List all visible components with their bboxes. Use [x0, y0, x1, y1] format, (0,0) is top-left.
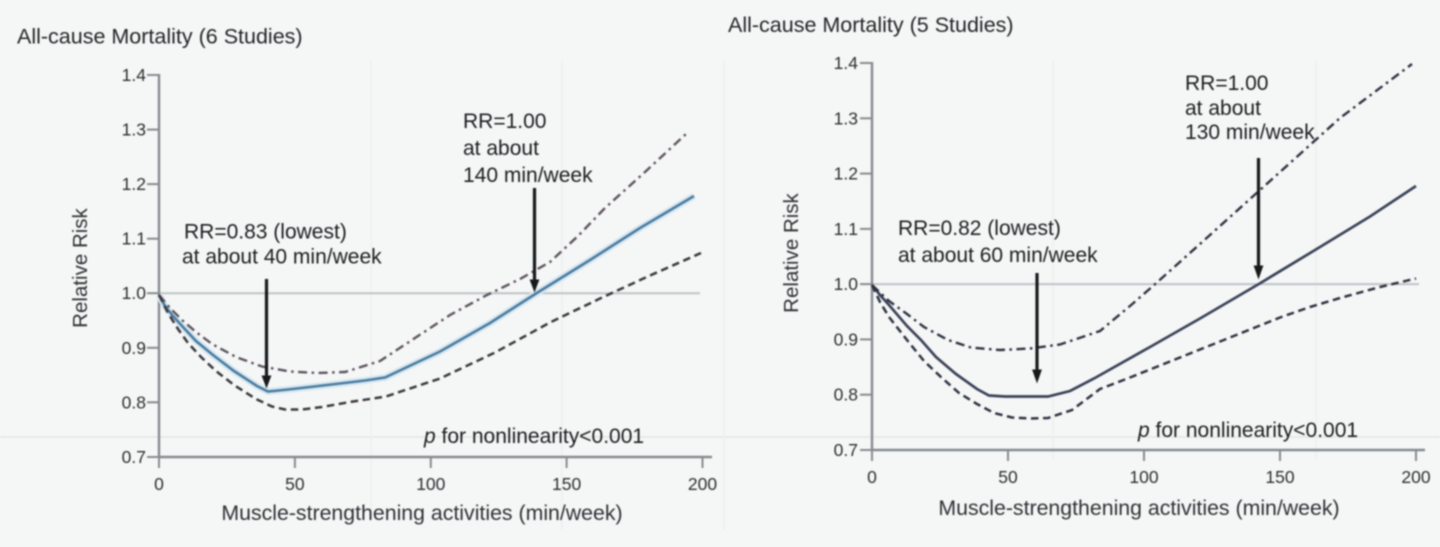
- svg-text:50: 50: [998, 467, 1018, 487]
- svg-text:1.0: 1.0: [834, 274, 859, 294]
- svg-text:Muscle-strengthening activitie: Muscle-strengthening activities (min/wee…: [221, 501, 622, 525]
- svg-text:at about 60 min/week: at about 60 min/week: [898, 244, 1098, 267]
- svg-text:0: 0: [867, 467, 877, 487]
- svg-text:100: 100: [416, 474, 445, 494]
- svg-text:1.3: 1.3: [122, 120, 146, 140]
- svg-text:at about 40 min/week: at about 40 min/week: [182, 246, 382, 269]
- svg-text:All-cause Mortality (5 Studies: All-cause Mortality (5 Studies): [728, 13, 1014, 37]
- svg-text:0.9: 0.9: [122, 338, 146, 358]
- svg-text:0.7: 0.7: [834, 440, 858, 460]
- svg-text:50: 50: [285, 474, 305, 494]
- svg-text:150: 150: [1265, 467, 1294, 487]
- svg-text:RR=0.82 (lowest): RR=0.82 (lowest): [898, 217, 1061, 240]
- svg-text:1.1: 1.1: [122, 229, 146, 249]
- svg-text:1.4: 1.4: [834, 53, 859, 73]
- svg-text:p for nonlinearity<0.001: p for nonlinearity<0.001: [1137, 419, 1358, 442]
- svg-text:0.8: 0.8: [122, 392, 146, 412]
- svg-text:1.2: 1.2: [122, 174, 146, 194]
- svg-text:1.2: 1.2: [834, 164, 858, 184]
- svg-text:1.0: 1.0: [122, 283, 147, 303]
- svg-text:RR=0.83 (lowest): RR=0.83 (lowest): [184, 221, 347, 244]
- svg-text:0.7: 0.7: [122, 447, 146, 467]
- svg-text:All-cause Mortality (6 Studies: All-cause Mortality (6 Studies): [17, 25, 303, 49]
- svg-text:Relative Risk: Relative Risk: [69, 207, 92, 327]
- svg-text:0.8: 0.8: [834, 385, 858, 405]
- svg-text:150: 150: [552, 474, 581, 494]
- svg-text:1.4: 1.4: [122, 65, 147, 85]
- svg-text:at about: at about: [463, 137, 539, 160]
- svg-text:Muscle-strengthening activitie: Muscle-strengthening activities (min/wee…: [938, 496, 1339, 520]
- svg-text:0: 0: [154, 474, 164, 494]
- svg-text:100: 100: [1129, 467, 1158, 487]
- svg-text:130 min/week: 130 min/week: [1185, 121, 1315, 144]
- svg-text:200: 200: [1401, 467, 1430, 487]
- svg-text:p for nonlinearity<0.001: p for nonlinearity<0.001: [423, 425, 644, 448]
- svg-text:200: 200: [688, 474, 717, 494]
- svg-text:RR=1.00: RR=1.00: [463, 110, 546, 133]
- svg-text:0.9: 0.9: [834, 329, 858, 349]
- svg-text:at about: at about: [1185, 97, 1261, 120]
- svg-text:RR=1.00: RR=1.00: [1185, 72, 1268, 95]
- svg-text:1.3: 1.3: [834, 108, 858, 128]
- svg-text:1.1: 1.1: [834, 219, 858, 239]
- svg-text:140 min/week: 140 min/week: [463, 164, 593, 187]
- svg-text:Relative Risk: Relative Risk: [780, 192, 803, 312]
